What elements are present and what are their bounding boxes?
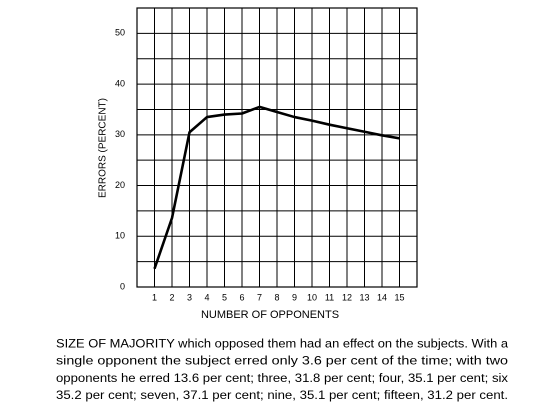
y-tick-label: 20 bbox=[115, 180, 125, 190]
y-tick-label: 50 bbox=[115, 28, 125, 38]
x-tick-label: 1 bbox=[152, 292, 157, 302]
y-tick-label: 30 bbox=[115, 129, 125, 139]
x-tick-label: 8 bbox=[274, 292, 279, 302]
data-line bbox=[153, 105, 400, 270]
x-tick-label: 12 bbox=[342, 292, 352, 302]
x-tick-label: 5 bbox=[222, 292, 227, 302]
x-tick-label: 4 bbox=[204, 292, 209, 302]
y-tick-label: 10 bbox=[115, 231, 125, 241]
x-axis-label: NUMBER OF OPPONENTS bbox=[201, 309, 339, 321]
x-tick-label: 13 bbox=[359, 292, 369, 302]
x-tick-label: 9 bbox=[292, 292, 297, 302]
x-tick-label: 15 bbox=[394, 292, 404, 302]
y-tick-label: 0 bbox=[120, 281, 125, 291]
caption-line: opponents he erred 13.6 per cent; three,… bbox=[56, 371, 509, 385]
x-tick-label: 11 bbox=[325, 292, 334, 302]
caption-line: single opponent the subject erred only 3… bbox=[56, 354, 508, 368]
x-tick-label: 10 bbox=[307, 292, 317, 302]
x-tick-label: 7 bbox=[257, 292, 262, 302]
y-axis-label: ERRORS (PERCENT) bbox=[98, 98, 109, 198]
caption-line: 35.2 per cent; seven, 37.1 per cent; nin… bbox=[56, 388, 508, 402]
x-tick-label: 6 bbox=[239, 292, 244, 302]
x-tick-label: 2 bbox=[169, 292, 174, 302]
y-tick-label: 40 bbox=[115, 78, 125, 88]
x-tick-label: 3 bbox=[187, 292, 192, 302]
caption-line: SIZE OF MAJORITY which opposed them had … bbox=[56, 336, 508, 350]
x-tick-label: 14 bbox=[377, 292, 387, 302]
